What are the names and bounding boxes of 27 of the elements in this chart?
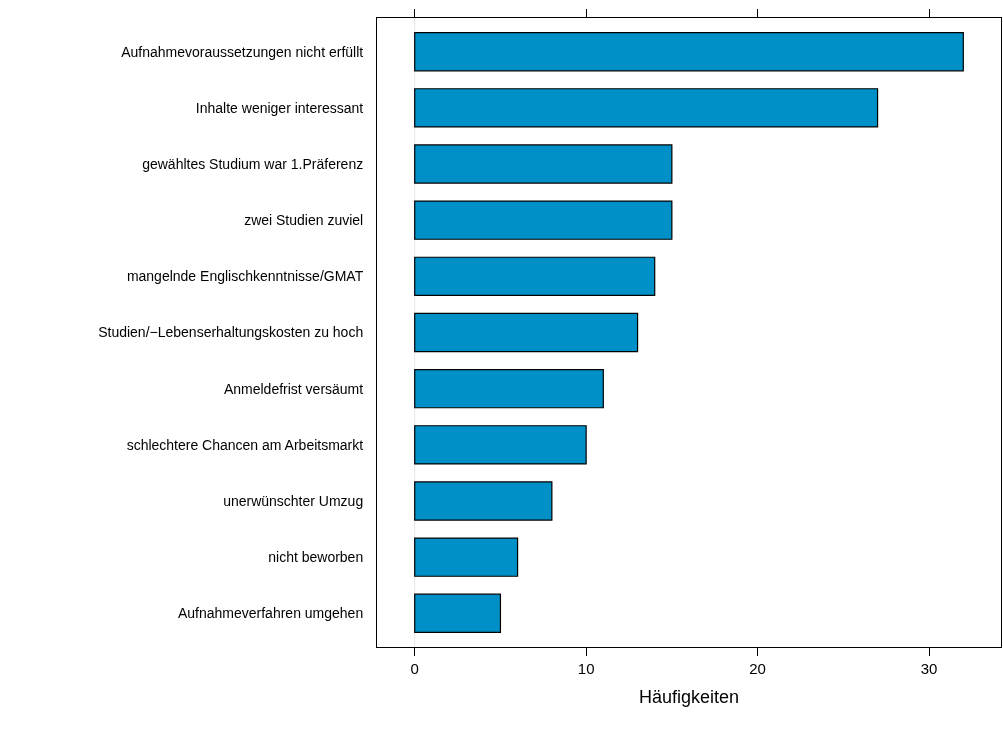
bar — [414, 593, 502, 633]
x-axis-title: Häufigkeiten — [638, 687, 740, 708]
bar — [414, 88, 879, 128]
y-tick-label: gewähltes Studium war 1.Präferenz — [142, 155, 364, 172]
y-tick-label: unerwünschter Umzug — [223, 492, 364, 509]
bar — [414, 256, 656, 297]
bar — [414, 312, 639, 353]
bar — [414, 481, 553, 521]
x-tick-label: 0 — [410, 660, 419, 677]
y-tick-label: nicht beworben — [268, 549, 364, 566]
x-tick-label: 20 — [749, 660, 766, 677]
y-tick-label: Studien/−Lebenserhaltungskosten zu hoch — [98, 324, 364, 341]
y-tick-label: zwei Studien zuviel — [244, 212, 364, 229]
x-tick-label: 30 — [920, 660, 938, 677]
bar — [414, 200, 673, 240]
bar — [414, 32, 964, 72]
y-tick-label: Aufnahmevoraussetzungen nicht erfüllt — [121, 43, 364, 60]
y-tick-label: mangelnde Englischkenntnisse/GMAT — [126, 268, 364, 285]
y-tick-label: Inhalte weniger interessant — [195, 99, 364, 116]
y-tick-label: Anmeldefrist versäumt — [223, 380, 364, 397]
y-tick-label: schlechtere Chancen am Arbeitsmarkt — [126, 436, 364, 453]
x-tick-label: 10 — [577, 660, 595, 677]
bar — [414, 537, 519, 577]
bar — [414, 425, 587, 465]
bar — [414, 368, 604, 409]
bar — [414, 144, 673, 184]
y-tick-label: Aufnahmeverfahren umgehen — [177, 605, 364, 622]
